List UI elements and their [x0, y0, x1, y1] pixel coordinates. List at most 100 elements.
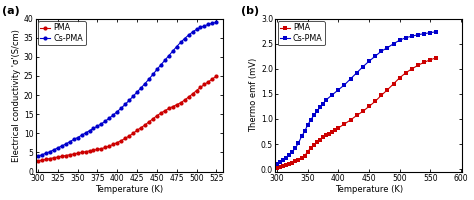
PMA [87, 150, 92, 152]
PMA [360, 110, 366, 113]
Cs-PMA [342, 84, 347, 86]
Legend: PMA, Cs-PMA: PMA, Cs-PMA [278, 21, 325, 45]
PMA [174, 103, 180, 106]
Cs-PMA [87, 129, 92, 132]
Cs-PMA [142, 82, 148, 85]
Line: PMA: PMA [36, 74, 219, 163]
PMA [391, 83, 396, 85]
PMA [299, 157, 304, 159]
Text: (a): (a) [2, 6, 20, 16]
Cs-PMA [170, 50, 175, 52]
Cs-PMA [158, 64, 164, 66]
PMA [274, 167, 280, 169]
PMA [354, 114, 360, 117]
Cs-PMA [154, 68, 160, 71]
PMA [311, 144, 317, 146]
Cs-PMA [305, 124, 310, 126]
Cs-PMA [403, 36, 409, 39]
PMA [102, 146, 108, 149]
Cs-PMA [299, 135, 304, 138]
Cs-PMA [150, 73, 156, 76]
Cs-PMA [122, 103, 128, 105]
Cs-PMA [178, 41, 183, 44]
Cs-PMA [130, 95, 136, 97]
PMA [59, 155, 64, 157]
PMA [122, 137, 128, 140]
PMA [154, 115, 160, 117]
PMA [308, 147, 314, 149]
PMA [415, 64, 421, 66]
Cs-PMA [59, 145, 64, 147]
PMA [138, 126, 144, 129]
PMA [67, 154, 73, 156]
Cs-PMA [274, 163, 280, 165]
PMA [280, 165, 286, 167]
PMA [39, 159, 45, 161]
PMA [290, 161, 295, 164]
PMA [434, 57, 439, 59]
PMA [201, 83, 207, 86]
PMA [35, 160, 41, 162]
PMA [150, 118, 156, 120]
Cs-PMA [198, 26, 203, 29]
PMA [286, 163, 292, 165]
Text: (b): (b) [241, 6, 260, 16]
Cs-PMA [372, 55, 378, 57]
PMA [178, 102, 183, 104]
Y-axis label: Thermo emf (mV): Thermo emf (mV) [249, 58, 258, 132]
PMA [107, 145, 112, 147]
Cs-PMA [286, 154, 292, 156]
Cs-PMA [39, 154, 45, 156]
Cs-PMA [320, 103, 326, 105]
Cs-PMA [190, 31, 195, 33]
Cs-PMA [114, 110, 120, 113]
PMA [55, 156, 61, 158]
X-axis label: Temperature (K): Temperature (K) [95, 185, 163, 194]
Cs-PMA [71, 138, 76, 141]
PMA [130, 132, 136, 135]
PMA [43, 158, 49, 161]
Cs-PMA [323, 99, 329, 101]
Cs-PMA [186, 34, 191, 36]
Cs-PMA [283, 156, 289, 159]
Cs-PMA [311, 114, 317, 117]
Cs-PMA [110, 114, 116, 116]
PMA [134, 129, 140, 131]
PMA [213, 75, 219, 77]
Cs-PMA [329, 94, 335, 96]
Cs-PMA [206, 23, 211, 26]
PMA [75, 152, 81, 154]
PMA [384, 89, 390, 91]
Cs-PMA [47, 151, 53, 153]
Cs-PMA [75, 136, 81, 139]
Cs-PMA [354, 72, 360, 74]
Cs-PMA [434, 30, 439, 33]
Cs-PMA [428, 31, 433, 34]
Cs-PMA [213, 21, 219, 24]
PMA [91, 149, 96, 151]
Cs-PMA [134, 91, 140, 93]
PMA [182, 99, 188, 101]
Cs-PMA [415, 33, 421, 36]
X-axis label: Temperature (K): Temperature (K) [335, 185, 403, 194]
PMA [79, 151, 84, 154]
Cs-PMA [43, 152, 49, 154]
PMA [206, 81, 211, 83]
Cs-PMA [146, 78, 152, 80]
PMA [397, 77, 402, 79]
Cs-PMA [384, 47, 390, 49]
PMA [329, 131, 335, 133]
PMA [296, 158, 301, 161]
PMA [283, 164, 289, 166]
PMA [63, 154, 69, 157]
PMA [158, 112, 164, 114]
Line: Cs-PMA: Cs-PMA [36, 20, 219, 158]
PMA [292, 160, 298, 162]
Line: PMA: PMA [275, 56, 438, 170]
Cs-PMA [292, 147, 298, 149]
PMA [110, 143, 116, 146]
Cs-PMA [126, 99, 132, 102]
Cs-PMA [95, 125, 100, 127]
PMA [409, 68, 415, 70]
PMA [142, 124, 148, 126]
